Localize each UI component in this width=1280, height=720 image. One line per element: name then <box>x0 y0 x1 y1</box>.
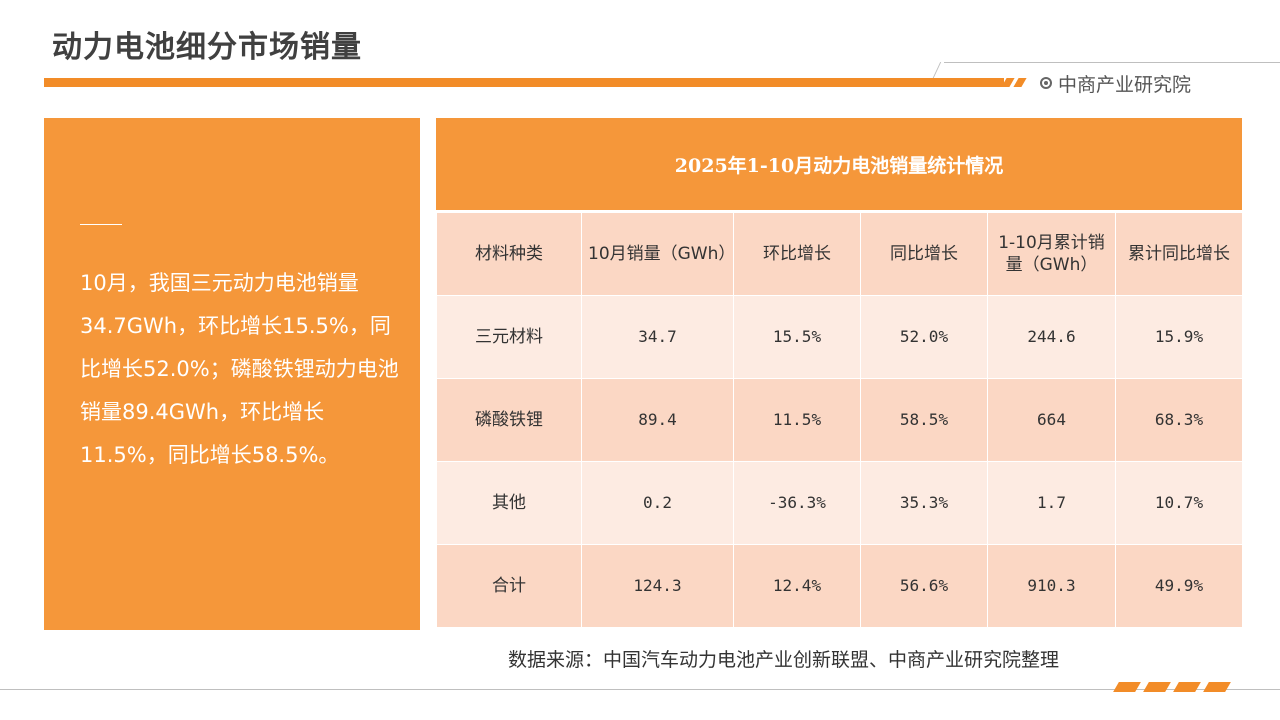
header-cumulative-sales: 1-10月累计销量（GWh） <box>987 212 1116 296</box>
header-cumulative-yoy: 累计同比增长 <box>1115 212 1243 296</box>
table-row: 三元材料 34.7 15.5% 52.0% 244.6 15.9% <box>436 295 1243 379</box>
cell-value: 56.6% <box>860 544 988 628</box>
cell-value: 664 <box>987 378 1116 462</box>
brand-label: 中商产业研究院 <box>1040 70 1191 96</box>
cell-value: 244.6 <box>987 295 1116 379</box>
header-divider-line <box>944 62 1280 63</box>
header-yoy-growth: 同比增长 <box>860 212 988 296</box>
cell-value: 15.9% <box>1115 295 1243 379</box>
cell-value: 35.3% <box>860 461 988 545</box>
header-mom-growth: 环比增长 <box>733 212 861 296</box>
table-title: 2025年1-10月动力电池销量统计情况 <box>436 118 1242 210</box>
sales-table: 材料种类 10月销量（GWh） 环比增长 同比增长 1-10月累计销量（GWh）… <box>436 212 1243 628</box>
summary-dash <box>80 224 122 225</box>
header-accent-bar <box>44 78 1004 87</box>
summary-text: 10月，我国三元动力电池销量34.7GWh，环比增长15.5%，同比增长52.0… <box>80 271 399 467</box>
cell-value: 910.3 <box>987 544 1116 628</box>
cell-value: 10.7% <box>1115 461 1243 545</box>
cell-material: 合计 <box>436 544 582 628</box>
header-oct-sales: 10月销量（GWh） <box>581 212 735 296</box>
footer-divider <box>0 689 1280 690</box>
data-source-note: 数据来源：中国汽车动力电池产业创新联盟、中商产业研究院整理 <box>508 649 1060 671</box>
page-title: 动力电池细分市场销量 <box>52 30 362 65</box>
cell-material: 三元材料 <box>436 295 582 379</box>
brand-name: 中商产业研究院 <box>1058 73 1192 96</box>
cell-value: 124.3 <box>581 544 734 628</box>
table-row-total: 合计 124.3 12.4% 56.6% 910.3 49.9% <box>436 544 1243 628</box>
cell-value: 58.5% <box>860 378 988 462</box>
cell-value: 12.4% <box>733 544 861 628</box>
sales-table-section: 2025年1-10月动力电池销量统计情况 材料种类 10月销量（GWh） 环比增… <box>436 118 1243 628</box>
header-material: 材料种类 <box>436 212 582 296</box>
summary-panel: 10月，我国三元动力电池销量34.7GWh，环比增长15.5%，同比增长52.0… <box>44 118 420 630</box>
header-stripes-decoration <box>1000 78 1036 87</box>
brand-logo-icon <box>1040 77 1052 89</box>
cell-value: -36.3% <box>733 461 861 545</box>
cell-value: 68.3% <box>1115 378 1243 462</box>
footer-stripes-decoration <box>1110 682 1240 692</box>
cell-value: 89.4 <box>581 378 734 462</box>
table-row: 其他 0.2 -36.3% 35.3% 1.7 10.7% <box>436 461 1243 545</box>
cell-value: 1.7 <box>987 461 1116 545</box>
cell-value: 11.5% <box>733 378 861 462</box>
table-header-row: 材料种类 10月销量（GWh） 环比增长 同比增长 1-10月累计销量（GWh）… <box>436 212 1243 296</box>
cell-value: 0.2 <box>581 461 734 545</box>
cell-value: 34.7 <box>581 295 734 379</box>
cell-value: 49.9% <box>1115 544 1243 628</box>
table-row: 磷酸铁锂 89.4 11.5% 58.5% 664 68.3% <box>436 378 1243 462</box>
cell-value: 15.5% <box>733 295 861 379</box>
cell-value: 52.0% <box>860 295 988 379</box>
cell-material: 其他 <box>436 461 582 545</box>
cell-material: 磷酸铁锂 <box>436 378 582 462</box>
